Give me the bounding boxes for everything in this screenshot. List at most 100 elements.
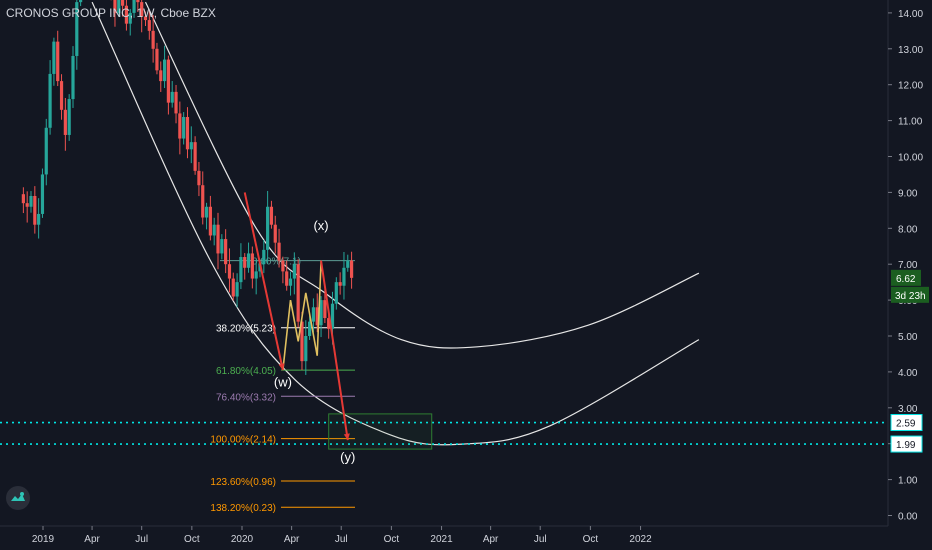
candle-body [143,16,148,21]
candle-body [250,253,254,279]
candle-body [113,0,117,13]
candle-body [63,109,67,135]
countdown-text: 3d 23h [895,291,926,302]
tradingview-logo-icon[interactable] [6,486,30,510]
candle-body [243,257,247,268]
arc-curve-1 [144,1,700,349]
wave-label-1: (x) [313,218,328,233]
candle-body [174,91,178,114]
candle-group [21,0,354,375]
wave-label-2: (y) [340,450,355,465]
candle-body [147,20,151,31]
candle-body [296,264,300,322]
candle-body [254,271,258,279]
candle-body [300,321,304,362]
candle-body [159,70,163,82]
wave-drawing-group [243,192,350,441]
level-price-badge-2 [890,435,923,453]
y-tick-label: 3.00 [898,404,918,415]
y-tick-label: 10.00 [898,153,923,164]
time-axis[interactable]: 2019 Apr Jul Oct 2020 Apr Jul Oct 2021 Apr Jul Oct 2… [0,525,888,545]
candle-body [37,213,41,225]
x-tick-label: Oct [184,534,200,545]
candle-body [151,30,155,49]
x-tick-label: 2021 [430,534,453,545]
fib-label-0: 0.00%(7.1) [252,257,301,268]
candle-body [75,2,79,56]
fib-label-6: 138.20%(0.23) [210,503,276,514]
candle-body [285,271,289,286]
arc-group [91,1,700,446]
candle-body [269,206,274,225]
candle-body [292,264,296,279]
candle-body [216,224,220,254]
candle-body [59,81,64,110]
price-axis[interactable]: 14.0013.0012.0011.0010.009.008.007.006.0… [887,0,923,526]
candle-body [79,0,83,3]
candle-body [155,48,159,71]
x-tick-label: Jul [335,534,348,545]
candle-body [323,300,327,319]
x-tick-label: 2020 [231,534,254,545]
candle-body [281,260,285,272]
y-tick-label: 1.00 [898,476,918,487]
candle-body [266,206,270,250]
candle-body [33,195,37,225]
level-price-text-1: 2.59 [896,419,916,430]
arc-curve-2 [91,1,700,446]
forecast-arrowhead-2 [343,433,350,441]
candle-body [162,59,167,82]
candle-body [117,0,121,13]
x-tick-label: 2022 [629,534,652,545]
y-tick-label: 4.00 [898,368,918,379]
x-tick-label: Jul [135,534,148,545]
current-price-badge [891,269,921,286]
y-tick-label: 5.00 [898,332,918,343]
forecast-arrow-1 [243,192,284,371]
fib-label-5: 123.60%(0.96) [210,477,276,488]
x-tick-label: Apr [483,534,499,545]
candle-body [67,99,71,135]
y-tick-label: 14.00 [898,9,923,20]
candle-body [349,260,354,278]
candle-body [311,307,316,322]
y-tick-label: 13.00 [898,45,923,56]
y-tick-label: 8.00 [898,224,918,235]
candle-body [342,267,346,286]
candle-body [334,282,338,304]
candle-body [44,127,48,175]
level-price-text-2: 1.99 [896,440,916,451]
candle-body [231,278,235,297]
candle-body [319,300,323,326]
y-tick-label: 0.00 [898,512,918,523]
candle-body [327,318,331,329]
candle-body [193,142,197,171]
forecast-arrowhead-1 [278,363,285,371]
candle-body [239,257,243,283]
candle-body [166,59,170,103]
candle-body [208,206,212,236]
level-price-badge-1 [890,414,923,432]
candle-body [262,249,266,265]
y-tick-label: 7.00 [898,260,918,271]
candle-body [132,0,136,13]
x-tick-label: Jul [534,534,547,545]
candle-body [29,195,33,207]
candle-body [121,0,125,6]
x-tick-label: 2019 [32,534,55,545]
candle-body [315,307,319,326]
wave-label-group: (w) (x) (y) [274,218,355,465]
level-line-group [0,421,888,445]
y-tick-label: 12.00 [898,81,923,92]
candle-body [204,206,209,218]
candle-body [40,174,45,214]
candle-body [338,282,342,286]
candle-body [56,41,60,82]
candle-body [273,224,277,243]
fib-label-4: 100.00%(2.14) [210,435,276,446]
x-tick-label: Apr [284,534,300,545]
current-price-text: 6.62 [896,274,916,285]
countdown-badge [891,286,929,303]
